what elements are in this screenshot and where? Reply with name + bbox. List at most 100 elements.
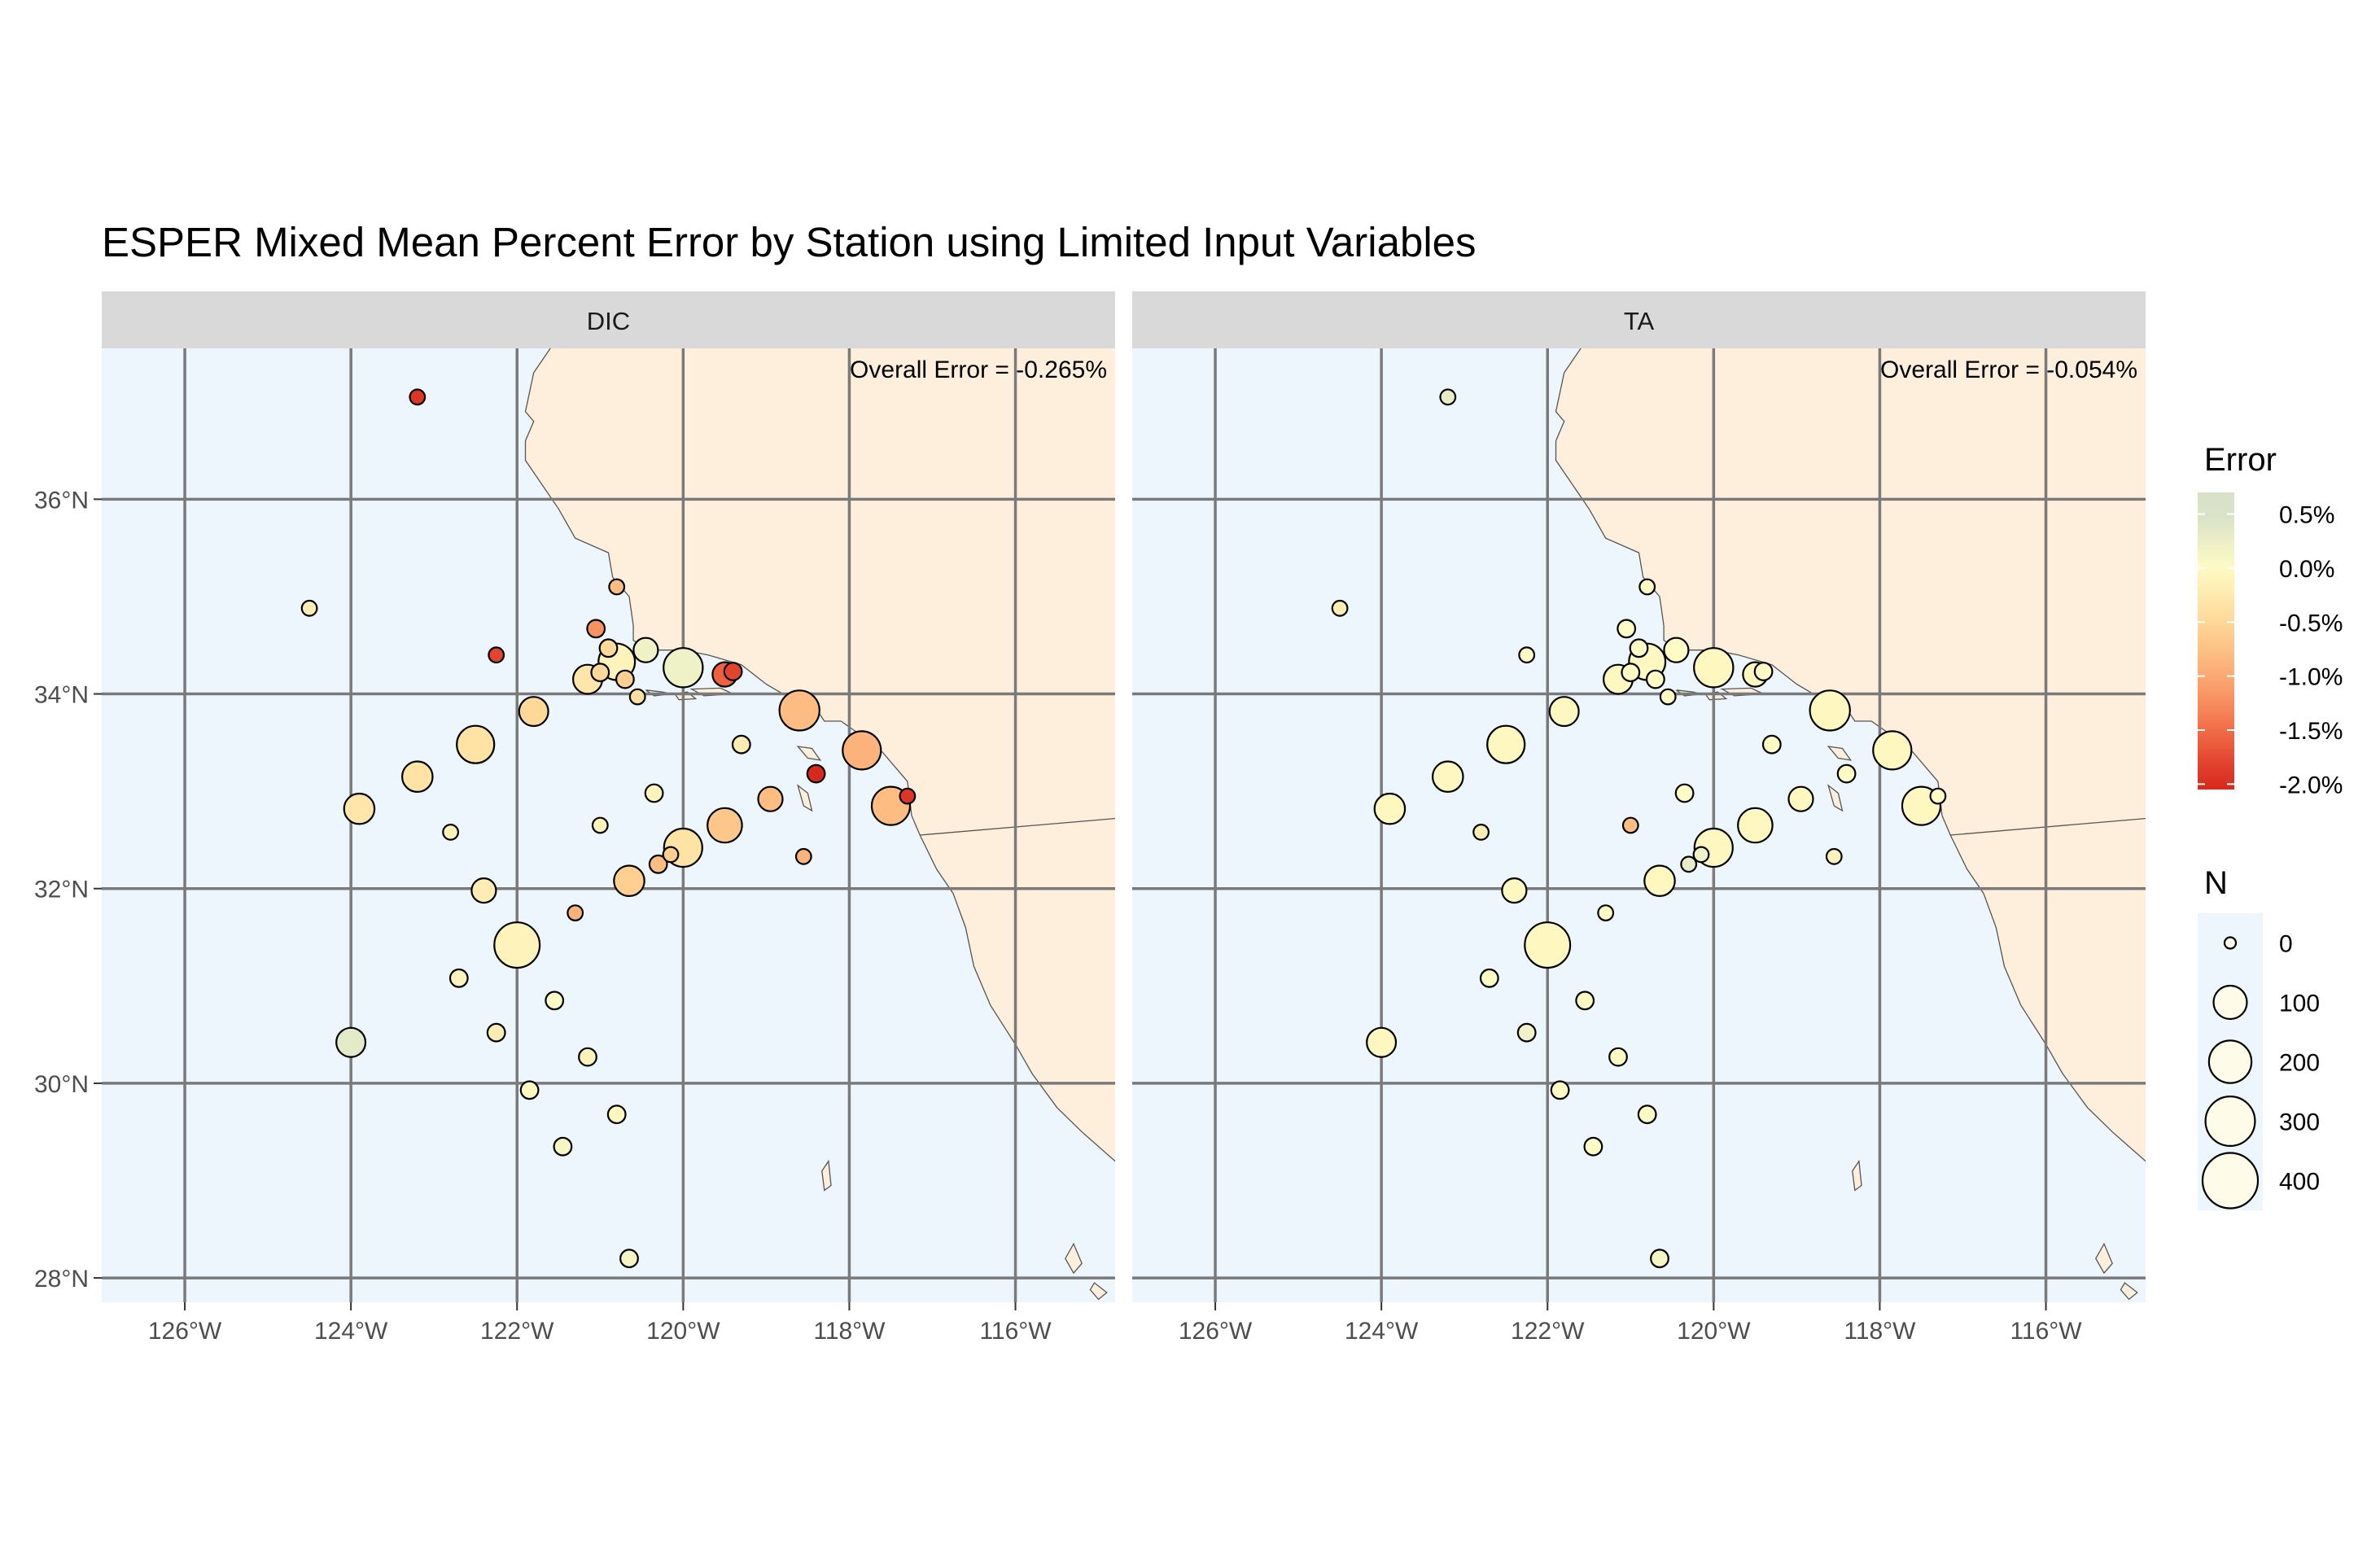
station-point bbox=[1645, 669, 1665, 689]
map-panel-dic: DIC Overall Error = -0.265% 126°W 124°W 122°… bbox=[34, 291, 1115, 1345]
facet-strip bbox=[1132, 291, 2146, 348]
station-point bbox=[1929, 787, 1947, 805]
station-point bbox=[488, 646, 505, 664]
tick-label-lon: 118°W bbox=[1844, 1318, 1916, 1345]
station-point bbox=[1692, 846, 1710, 864]
size-legend-circle bbox=[2201, 1152, 2260, 1209]
station-point bbox=[1809, 689, 1851, 732]
station-point bbox=[1486, 724, 1526, 764]
station-point bbox=[1638, 578, 1656, 596]
country-border bbox=[920, 817, 1115, 836]
station-point bbox=[757, 785, 784, 812]
station-point bbox=[731, 734, 751, 755]
size-legend-circle bbox=[2204, 1095, 2256, 1147]
station-point bbox=[335, 1026, 367, 1058]
station-point bbox=[456, 724, 496, 764]
tick-label-lon: 124°W bbox=[314, 1318, 388, 1345]
station-point bbox=[343, 792, 376, 825]
tick-label-lon: 120°W bbox=[1677, 1318, 1751, 1345]
station-point bbox=[1331, 599, 1349, 617]
page-title: ESPER Mixed Mean Percent Error by Statio… bbox=[102, 219, 1477, 265]
error-legend-label: -0.5% bbox=[2279, 610, 2343, 636]
tick-label-lat: 32°N bbox=[34, 877, 89, 903]
map-panel-ta: TA Overall Error = -0.054% 126°W 124°W 122°W… bbox=[1132, 291, 2146, 1345]
size-legend-circle bbox=[2223, 936, 2238, 950]
station-point bbox=[1524, 921, 1572, 969]
station-point bbox=[899, 787, 917, 805]
size-legend-circle bbox=[2212, 984, 2248, 1021]
island bbox=[1089, 1282, 1108, 1301]
overall-error-annotation: Overall Error = -0.265% bbox=[850, 357, 1107, 383]
station-point bbox=[723, 662, 743, 681]
station-point bbox=[442, 824, 459, 841]
station-point bbox=[598, 638, 619, 658]
station-point bbox=[1693, 647, 1735, 689]
station-point bbox=[644, 783, 664, 803]
station-point bbox=[553, 1136, 573, 1157]
size-legend-circle bbox=[2207, 1039, 2253, 1084]
station-point bbox=[608, 578, 626, 596]
station-point bbox=[842, 730, 882, 771]
station-point bbox=[1621, 663, 1641, 683]
land bbox=[1555, 348, 2146, 1162]
station-point bbox=[1617, 619, 1637, 639]
station-point bbox=[1583, 1136, 1603, 1157]
station-point bbox=[1366, 1026, 1398, 1058]
station-point bbox=[1659, 688, 1677, 706]
station-point bbox=[1761, 734, 1782, 755]
island bbox=[797, 784, 813, 812]
station-point bbox=[300, 599, 318, 617]
station-point bbox=[1680, 855, 1698, 873]
tick-label-lon: 120°W bbox=[646, 1318, 720, 1345]
station-point bbox=[1787, 785, 1814, 812]
station-point bbox=[1608, 1047, 1628, 1067]
map-panels: DIC Overall Error = -0.265% 126°W 124°W 122°… bbox=[34, 291, 2146, 1345]
station-point bbox=[1737, 807, 1774, 844]
station-point bbox=[1472, 824, 1490, 841]
size-legend-label: 400 bbox=[2279, 1169, 2320, 1196]
station-point bbox=[448, 968, 469, 988]
station-point bbox=[1637, 1105, 1657, 1125]
station-point bbox=[606, 1105, 627, 1125]
island bbox=[1827, 784, 1844, 812]
island bbox=[2095, 1242, 2113, 1275]
station-point bbox=[1373, 792, 1407, 825]
station-point bbox=[518, 696, 549, 728]
station-point bbox=[1650, 1249, 1669, 1269]
station-point bbox=[1872, 730, 1913, 771]
tick-label-lon: 118°W bbox=[813, 1318, 886, 1345]
facet-label: TA bbox=[1624, 307, 1655, 335]
error-legend-label: -2.0% bbox=[2279, 772, 2343, 798]
station-point bbox=[663, 647, 704, 689]
tick-label-lat: 30°N bbox=[34, 1071, 89, 1098]
facet-strip bbox=[102, 291, 1115, 348]
station-point bbox=[1643, 864, 1676, 898]
station-point bbox=[1516, 1022, 1537, 1043]
station-point bbox=[1501, 877, 1528, 904]
island bbox=[1827, 746, 1853, 761]
station-point bbox=[615, 669, 635, 689]
size-legend-label: 100 bbox=[2279, 991, 2320, 1017]
station-point bbox=[519, 1080, 540, 1100]
tick-label-lon: 126°W bbox=[1179, 1318, 1253, 1345]
station-point bbox=[590, 663, 610, 683]
station-point bbox=[1439, 388, 1457, 406]
error-legend-label: 0.0% bbox=[2279, 556, 2334, 583]
station-point bbox=[486, 1022, 506, 1043]
error-legend-label: 0.5% bbox=[2279, 502, 2334, 529]
station-point bbox=[628, 688, 646, 706]
tick-label-lon: 124°W bbox=[1345, 1318, 1419, 1345]
station-point bbox=[578, 1047, 597, 1067]
station-point bbox=[632, 636, 659, 663]
overall-error-annotation: Overall Error = -0.054% bbox=[1880, 357, 2137, 383]
station-point bbox=[567, 904, 584, 921]
station-point bbox=[591, 816, 609, 834]
error-legend-title: Error bbox=[2204, 442, 2277, 478]
tick-label-lat: 36°N bbox=[34, 487, 89, 514]
size-legend-label: 0 bbox=[2279, 931, 2293, 958]
station-point bbox=[1836, 763, 1857, 784]
station-point bbox=[400, 760, 434, 794]
tick-label-lon: 126°W bbox=[148, 1318, 222, 1345]
